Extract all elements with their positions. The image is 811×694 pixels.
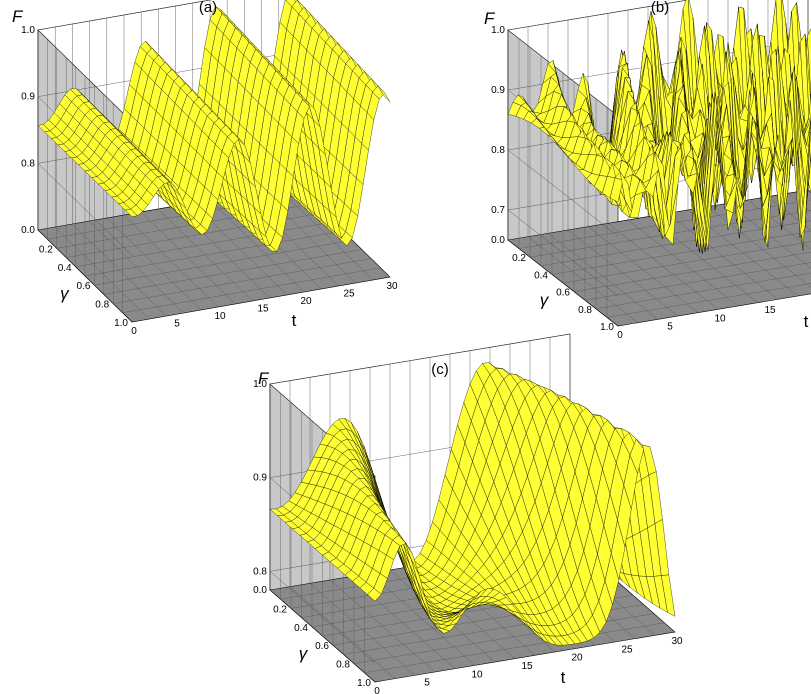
t-tick-label: 10 bbox=[214, 311, 226, 322]
gamma-tick-label: 0.6 bbox=[556, 288, 570, 299]
gamma-tick-label: 0.4 bbox=[294, 623, 308, 634]
surface bbox=[37, 0, 391, 252]
z-tick-label: 1.0 bbox=[491, 25, 505, 36]
grid-line bbox=[573, 251, 811, 292]
panel-label: (b) bbox=[651, 0, 669, 16]
grid-line bbox=[364, 622, 665, 673]
t-tick-label: 20 bbox=[300, 296, 312, 307]
grid-line bbox=[269, 333, 571, 385]
z-tick-label: 0.0 bbox=[253, 585, 267, 596]
t-tick-label: 0 bbox=[374, 686, 380, 694]
grid-line bbox=[103, 249, 362, 295]
gamma-axis-label: γ bbox=[299, 644, 309, 663]
grid-line bbox=[94, 240, 353, 286]
surface bbox=[507, 0, 811, 254]
t-tick-label: 30 bbox=[386, 281, 398, 292]
grid-line bbox=[113, 258, 372, 304]
z-tick-label: 0.8 bbox=[21, 158, 35, 169]
grid-line bbox=[37, 0, 212, 31]
t-axis-label: t bbox=[561, 668, 566, 687]
t-tick-label: 20 bbox=[571, 653, 583, 664]
z-axis-label: F bbox=[12, 7, 24, 26]
gamma-tick-label: 1.0 bbox=[600, 322, 614, 333]
surface-patch bbox=[285, 0, 298, 7]
grid-line bbox=[595, 272, 811, 309]
grid-line bbox=[529, 210, 811, 258]
gamma-tick-label: 0.8 bbox=[578, 305, 592, 316]
t-tick-label: 25 bbox=[621, 644, 633, 655]
t-tick-label: 15 bbox=[521, 661, 533, 672]
z-tick-label: 1.0 bbox=[21, 25, 35, 36]
panel-label: (a) bbox=[199, 0, 217, 16]
z-axis-label: F bbox=[258, 369, 270, 388]
z-tick-label: 0.9 bbox=[21, 92, 35, 103]
gamma-tick-label: 0.2 bbox=[512, 253, 526, 264]
t-tick-label: 30 bbox=[671, 636, 683, 647]
gamma-tick-label: 0.8 bbox=[336, 660, 350, 671]
surface-patch bbox=[803, 117, 811, 137]
surface-patch bbox=[799, 112, 811, 238]
panel-b: 0.00.70.80.91.00510152025300.20.40.60.81… bbox=[484, 0, 811, 341]
t-tick-label: 0 bbox=[131, 326, 137, 337]
gamma-tick-label: 0.4 bbox=[534, 270, 548, 281]
gamma-tick-label: 0.6 bbox=[315, 641, 329, 652]
t-tick-label: 5 bbox=[174, 319, 180, 330]
gamma-tick-label: 1.0 bbox=[114, 318, 128, 329]
gamma-tick-label: 0.4 bbox=[58, 263, 72, 274]
gamma-axis-label: γ bbox=[60, 284, 70, 303]
grid-line bbox=[767, 196, 811, 231]
z-tick-label: 0.0 bbox=[21, 225, 35, 236]
gamma-tick-label: 0.6 bbox=[76, 281, 90, 292]
grid-line bbox=[507, 0, 690, 31]
t-tick-label: 15 bbox=[257, 304, 269, 315]
z-tick-label: 0.8 bbox=[491, 145, 505, 156]
grid-line bbox=[37, 163, 133, 256]
z-axis-label: F bbox=[484, 9, 496, 28]
t-tick-label: 15 bbox=[764, 305, 776, 316]
t-tick-label: 0 bbox=[617, 330, 623, 341]
surface-patch bbox=[661, 574, 676, 617]
grid-line bbox=[75, 221, 334, 267]
panel-label: (c) bbox=[431, 361, 449, 378]
gamma-tick-label: 0.2 bbox=[39, 244, 53, 255]
t-axis-label: t bbox=[804, 312, 809, 331]
gamma-tick-label: 0.8 bbox=[95, 300, 109, 311]
surface-patch bbox=[804, 119, 811, 228]
gamma-tick-label: 1.0 bbox=[357, 678, 371, 689]
t-tick-label: 25 bbox=[343, 289, 355, 300]
t-tick-label: 10 bbox=[471, 669, 483, 680]
grid-line bbox=[84, 230, 344, 277]
grid-line bbox=[507, 209, 619, 297]
grid-line bbox=[122, 267, 381, 313]
surface-patch bbox=[377, 85, 391, 103]
grid-line bbox=[562, 241, 811, 284]
grid-line bbox=[540, 220, 811, 266]
surface-patch bbox=[808, 93, 811, 123]
grid-line bbox=[507, 29, 619, 117]
grid-line bbox=[606, 283, 811, 318]
grid-line bbox=[37, 29, 133, 123]
z-tick-label: 0.0 bbox=[491, 235, 505, 246]
z-tick-label: 0.8 bbox=[253, 566, 267, 577]
t-axis-label: t bbox=[292, 311, 297, 330]
z-tick-label: 0.9 bbox=[491, 85, 505, 96]
z-tick-label: 0.7 bbox=[491, 205, 505, 216]
z-tick-label: 1.0 bbox=[253, 379, 267, 390]
surface bbox=[269, 362, 676, 646]
gamma-axis-label: γ bbox=[540, 291, 550, 310]
z-tick-label: 0.9 bbox=[253, 473, 267, 484]
t-tick-label: 5 bbox=[667, 322, 673, 333]
gamma-tick-label: 0.2 bbox=[273, 604, 287, 615]
grid-line bbox=[269, 571, 376, 664]
t-tick-label: 10 bbox=[714, 313, 726, 324]
grid-line bbox=[584, 262, 811, 301]
surface-patch bbox=[798, 108, 811, 146]
grid-line bbox=[507, 149, 619, 237]
t-tick-label: 5 bbox=[424, 678, 430, 689]
